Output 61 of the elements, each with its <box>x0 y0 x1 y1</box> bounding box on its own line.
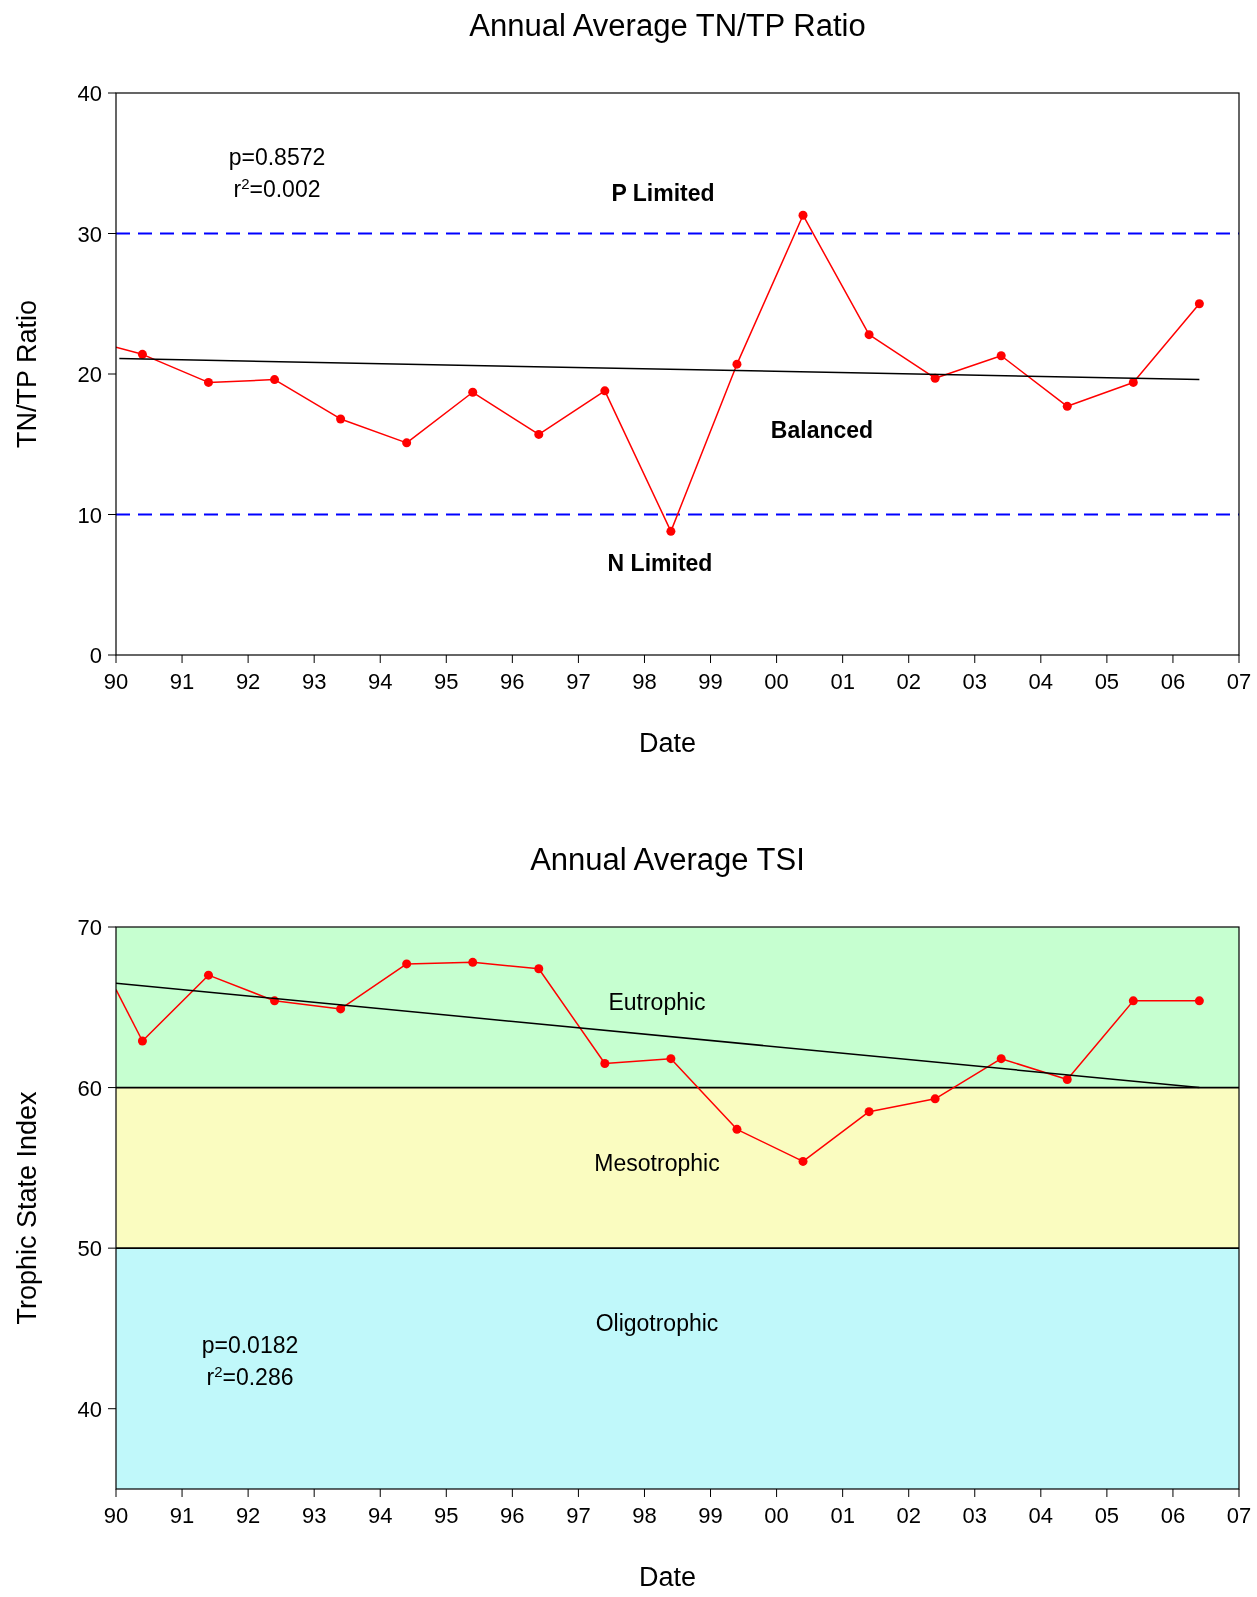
x-tick-label: 04 <box>1028 1503 1054 1528</box>
y-axis-title: Trophic State Index <box>12 1090 42 1325</box>
x-tick-label: 07 <box>1226 1503 1252 1528</box>
x-tick-label: 05 <box>1094 1503 1120 1528</box>
annotation: p=0.8572 <box>228 144 326 170</box>
x-tick-label: 03 <box>962 1503 988 1528</box>
x-tick-label: 99 <box>698 1503 723 1528</box>
y-tick-label: 0 <box>89 643 102 668</box>
x-tick-label: 01 <box>830 669 855 694</box>
y-tick-label: 10 <box>77 502 102 528</box>
y-tick-label: 50 <box>77 1236 102 1262</box>
x-tick-label: 92 <box>235 669 261 694</box>
x-tick-label: 94 <box>367 669 393 694</box>
x-tick-label: 02 <box>896 1503 921 1528</box>
x-axis-title: Date <box>638 728 697 758</box>
annotation: r$^{2}$=0.002 <box>233 174 321 202</box>
x-tick-label: 05 <box>1094 669 1120 694</box>
x-tick-label: 96 <box>500 1503 525 1528</box>
band-label: Oligotrophic <box>595 1310 719 1337</box>
y-tick-label: 30 <box>77 221 102 247</box>
x-tick-label: 96 <box>500 669 525 694</box>
band-label: Mesotrophic <box>594 1149 720 1176</box>
x-tick-label: 06 <box>1160 669 1186 694</box>
y-tick-label: 60 <box>77 1075 102 1101</box>
x-tick-label: 92 <box>235 1503 261 1528</box>
x-tick-label: 97 <box>566 1503 591 1528</box>
x-tick-label: 02 <box>896 669 921 694</box>
x-tick-label: 06 <box>1160 1503 1186 1528</box>
annotation: Balanced <box>770 417 874 443</box>
x-tick-label: 91 <box>169 669 195 694</box>
x-tick-label: 04 <box>1028 669 1054 694</box>
x-tick-label: 90 <box>103 669 129 694</box>
x-tick-label: 95 <box>434 1503 459 1528</box>
y-tick-label: 40 <box>77 1396 102 1422</box>
annotation: N Limited <box>607 550 713 576</box>
band-label: Eutrophic <box>608 989 706 1015</box>
chart-title: Annual Average TN/TP Ratio <box>469 8 866 43</box>
y-tick-label: 20 <box>77 362 102 387</box>
x-tick-label: 98 <box>632 1503 657 1528</box>
annotation: p=0.0182 <box>201 1332 299 1358</box>
x-tick-label: 99 <box>698 669 723 694</box>
x-tick-label: 95 <box>434 669 459 694</box>
chart-title: Annual Average TSI <box>530 842 805 877</box>
y-axis-title: TN/TP Ratio <box>12 299 42 449</box>
x-tick-label: 97 <box>566 669 591 694</box>
y-tick-label: 40 <box>77 81 102 106</box>
x-tick-label: 00 <box>764 1503 789 1528</box>
x-tick-label: 94 <box>367 1503 393 1528</box>
x-tick-label: 98 <box>632 669 657 694</box>
annotation: r$^{2}$=0.286 <box>206 1362 294 1390</box>
x-tick-label: 03 <box>962 669 988 694</box>
x-tick-label: 90 <box>103 1503 129 1528</box>
annotation: P Limited <box>611 180 715 206</box>
x-tick-label: 01 <box>830 1503 855 1528</box>
x-tick-label: 91 <box>169 1503 195 1528</box>
y-tick-label: 70 <box>77 915 102 940</box>
x-tick-label: 93 <box>301 1503 327 1528</box>
x-tick-label: 00 <box>764 669 789 694</box>
x-axis-title: Date <box>638 1562 697 1592</box>
x-tick-label: 07 <box>1226 669 1252 694</box>
x-tick-label: 93 <box>301 669 327 694</box>
